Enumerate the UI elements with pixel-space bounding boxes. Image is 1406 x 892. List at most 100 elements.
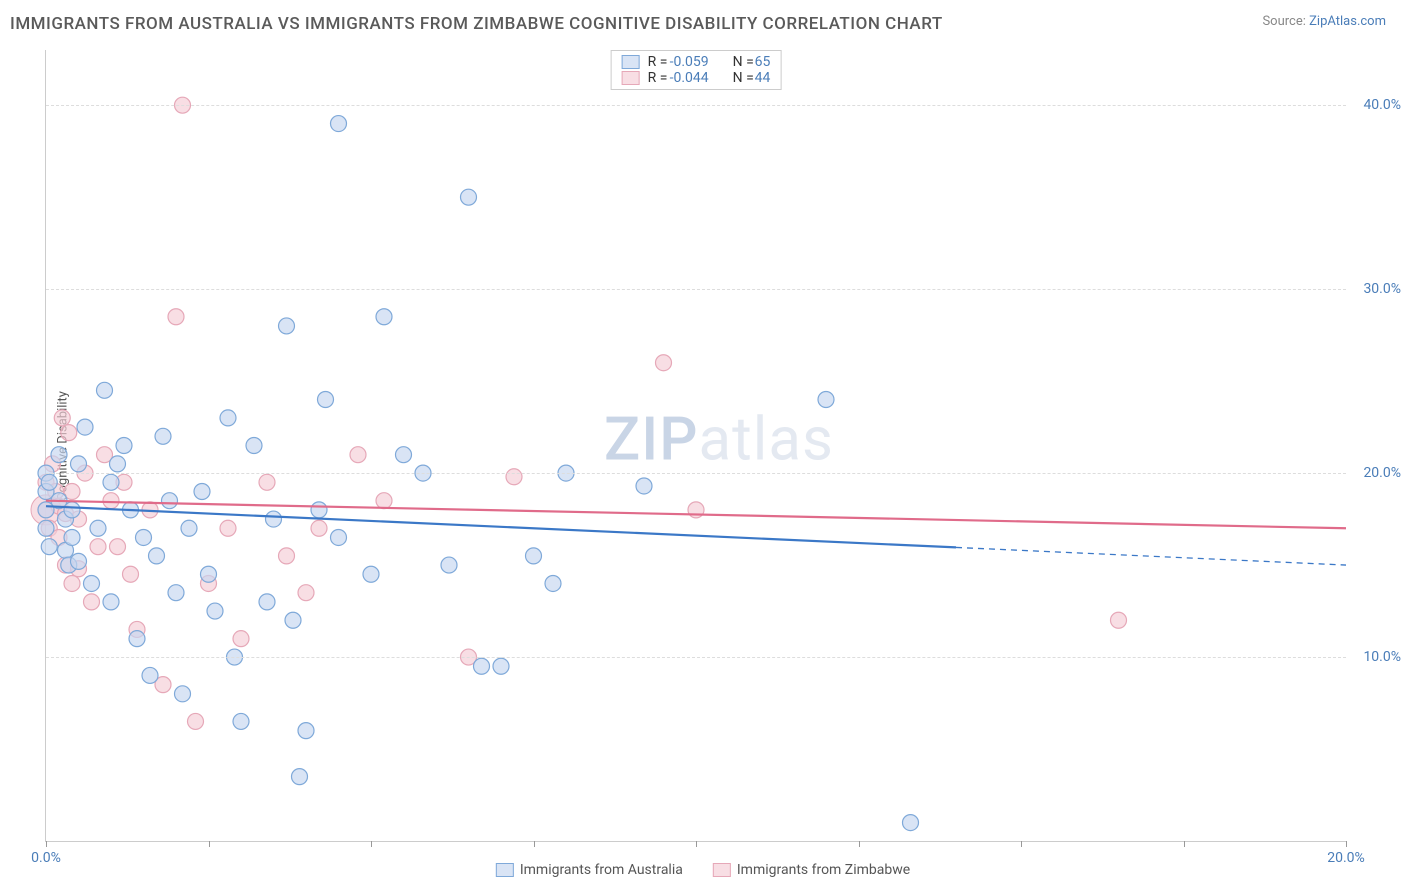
data-point-australia [155, 428, 171, 444]
data-point-australia [142, 667, 158, 683]
data-point-australia [110, 456, 126, 472]
data-point-australia [129, 631, 145, 647]
data-point-australia [64, 502, 80, 518]
data-point-australia [175, 686, 191, 702]
swatch-australia-icon [496, 863, 514, 877]
data-point-australia [298, 723, 314, 739]
regression-line-dashed-australia [956, 547, 1346, 565]
data-point-australia [84, 575, 100, 591]
y-tick-label: 30.0% [1363, 281, 1401, 297]
data-point-zimbabwe [90, 539, 106, 555]
data-point-australia [331, 116, 347, 132]
data-point-australia [246, 438, 262, 454]
data-point-australia [292, 769, 308, 785]
data-point-australia [285, 612, 301, 628]
chart-title: IMMIGRANTS FROM AUSTRALIA VS IMMIGRANTS … [10, 14, 943, 34]
x-tick [46, 841, 47, 847]
data-point-zimbabwe [123, 566, 139, 582]
legend-row-zimbabwe: R = -0.044 N = 44 [622, 70, 771, 86]
n-label: N = [733, 70, 747, 86]
gridline [46, 289, 1346, 290]
data-point-australia [233, 713, 249, 729]
data-point-australia [136, 529, 152, 545]
data-point-australia [149, 548, 165, 564]
swatch-zimbabwe-icon [713, 863, 731, 877]
series-label-australia: Immigrants from Australia [520, 862, 683, 878]
y-tick-label: 10.0% [1363, 649, 1401, 665]
data-point-australia [526, 548, 542, 564]
swatch-zimbabwe [622, 71, 640, 85]
data-point-zimbabwe [168, 309, 184, 325]
data-point-zimbabwe [103, 493, 119, 509]
r-value-zimbabwe: -0.044 [670, 70, 725, 86]
data-point-australia [194, 483, 210, 499]
x-tick [1021, 841, 1022, 847]
data-point-australia [376, 309, 392, 325]
data-point-zimbabwe [188, 713, 204, 729]
data-point-australia [441, 557, 457, 573]
data-point-zimbabwe [298, 585, 314, 601]
data-point-zimbabwe [259, 474, 275, 490]
data-point-australia [51, 447, 67, 463]
source-link[interactable]: ZipAtlas.com [1309, 14, 1386, 29]
x-tick-label: 20.0% [1327, 850, 1365, 866]
data-point-zimbabwe [506, 469, 522, 485]
n-value-australia: 65 [755, 54, 771, 70]
data-point-australia [903, 815, 919, 831]
x-tick [696, 841, 697, 847]
data-point-australia [545, 575, 561, 591]
gridline [46, 657, 1346, 658]
data-point-australia [116, 438, 132, 454]
x-tick [1346, 841, 1347, 847]
data-point-australia [64, 529, 80, 545]
data-point-australia [162, 493, 178, 509]
data-point-australia [266, 511, 282, 527]
data-point-australia [363, 566, 379, 582]
data-point-australia [77, 419, 93, 435]
data-point-australia [279, 318, 295, 334]
data-point-australia [90, 520, 106, 536]
x-tick-label: 0.0% [31, 850, 61, 866]
series-label-zimbabwe: Immigrants from Zimbabwe [737, 862, 910, 878]
data-point-australia [41, 474, 57, 490]
data-point-zimbabwe [84, 594, 100, 610]
data-point-australia [396, 447, 412, 463]
data-point-zimbabwe [350, 447, 366, 463]
gridline [46, 473, 1346, 474]
chart-container: IMMIGRANTS FROM AUSTRALIA VS IMMIGRANTS … [0, 0, 1406, 892]
data-point-australia [461, 189, 477, 205]
data-point-zimbabwe [656, 355, 672, 371]
data-point-zimbabwe [54, 410, 70, 426]
data-point-zimbabwe [1111, 612, 1127, 628]
n-value-zimbabwe: 44 [755, 70, 771, 86]
data-point-australia [318, 392, 334, 408]
data-point-zimbabwe [233, 631, 249, 647]
data-point-australia [71, 456, 87, 472]
data-point-australia [97, 382, 113, 398]
data-point-zimbabwe [110, 539, 126, 555]
data-point-australia [41, 539, 57, 555]
source-attribution: Source: ZipAtlas.com [1262, 14, 1386, 29]
data-point-australia [103, 594, 119, 610]
r-label: R = [648, 70, 662, 86]
data-point-australia [311, 502, 327, 518]
data-point-australia [201, 566, 217, 582]
data-point-australia [103, 474, 119, 490]
data-point-australia [636, 478, 652, 494]
data-point-australia [331, 529, 347, 545]
data-point-australia [71, 553, 87, 569]
x-tick [1184, 841, 1185, 847]
data-point-australia [474, 658, 490, 674]
legend-item-zimbabwe: Immigrants from Zimbabwe [713, 862, 910, 878]
legend-correlation-box: R = -0.059 N = 65 R = -0.044 N = 44 [611, 50, 782, 90]
gridline [46, 105, 1346, 106]
x-tick [534, 841, 535, 847]
data-point-zimbabwe [279, 548, 295, 564]
x-tick [209, 841, 210, 847]
data-point-zimbabwe [64, 575, 80, 591]
legend-item-australia: Immigrants from Australia [496, 862, 683, 878]
legend-row-australia: R = -0.059 N = 65 [622, 54, 771, 70]
plot-area: ZIPatlas R = -0.059 N = 65 R = -0.044 N … [45, 50, 1346, 842]
n-label: N = [733, 54, 747, 70]
y-tick-label: 20.0% [1363, 465, 1401, 481]
